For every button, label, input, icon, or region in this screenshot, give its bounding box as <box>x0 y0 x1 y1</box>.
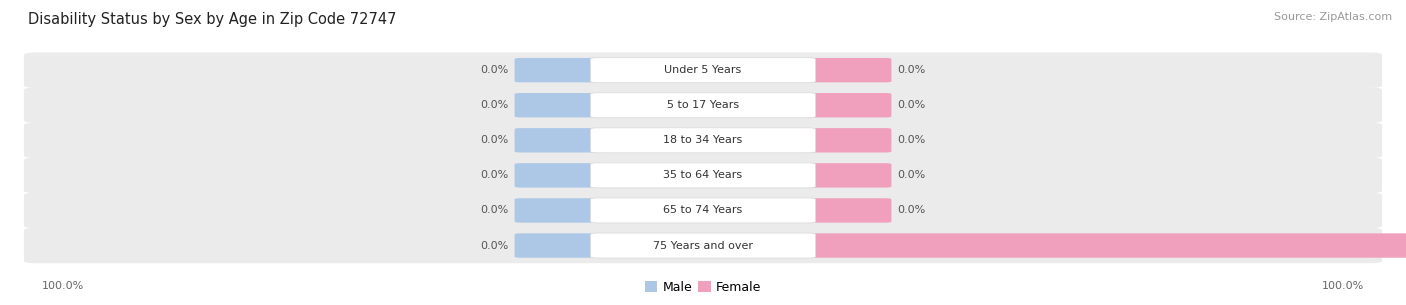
FancyBboxPatch shape <box>515 198 603 223</box>
Text: Source: ZipAtlas.com: Source: ZipAtlas.com <box>1274 12 1392 22</box>
FancyBboxPatch shape <box>515 93 603 117</box>
FancyBboxPatch shape <box>515 163 603 188</box>
FancyBboxPatch shape <box>591 128 815 153</box>
FancyBboxPatch shape <box>803 233 1406 258</box>
FancyBboxPatch shape <box>591 163 815 188</box>
FancyBboxPatch shape <box>24 123 1382 158</box>
FancyBboxPatch shape <box>803 93 891 117</box>
FancyBboxPatch shape <box>515 58 603 82</box>
FancyBboxPatch shape <box>24 228 1382 263</box>
FancyBboxPatch shape <box>24 193 1382 228</box>
FancyBboxPatch shape <box>591 233 815 258</box>
Text: 65 to 74 Years: 65 to 74 Years <box>664 206 742 215</box>
FancyBboxPatch shape <box>803 128 891 152</box>
FancyBboxPatch shape <box>803 163 891 188</box>
Text: Disability Status by Sex by Age in Zip Code 72747: Disability Status by Sex by Age in Zip C… <box>28 12 396 27</box>
Text: 0.0%: 0.0% <box>481 241 509 250</box>
Text: 0.0%: 0.0% <box>481 206 509 215</box>
FancyBboxPatch shape <box>803 198 891 223</box>
FancyBboxPatch shape <box>591 58 815 83</box>
Text: 0.0%: 0.0% <box>481 170 509 180</box>
Text: 18 to 34 Years: 18 to 34 Years <box>664 135 742 145</box>
Text: 0.0%: 0.0% <box>481 65 509 75</box>
Text: Under 5 Years: Under 5 Years <box>665 65 741 75</box>
Text: 100.0%: 100.0% <box>42 281 84 291</box>
FancyBboxPatch shape <box>515 128 603 152</box>
Text: 0.0%: 0.0% <box>481 100 509 110</box>
FancyBboxPatch shape <box>591 198 815 223</box>
Text: 0.0%: 0.0% <box>897 100 925 110</box>
FancyBboxPatch shape <box>24 158 1382 193</box>
Legend: Male, Female: Male, Female <box>640 276 766 299</box>
Text: 0.0%: 0.0% <box>897 135 925 145</box>
Text: 0.0%: 0.0% <box>897 206 925 215</box>
FancyBboxPatch shape <box>591 93 815 118</box>
FancyBboxPatch shape <box>24 88 1382 123</box>
Text: 35 to 64 Years: 35 to 64 Years <box>664 170 742 180</box>
Text: 0.0%: 0.0% <box>481 135 509 145</box>
Text: 100.0%: 100.0% <box>1322 281 1364 291</box>
Text: 0.0%: 0.0% <box>897 170 925 180</box>
Text: 5 to 17 Years: 5 to 17 Years <box>666 100 740 110</box>
FancyBboxPatch shape <box>515 233 603 258</box>
Text: 75 Years and over: 75 Years and over <box>652 241 754 250</box>
FancyBboxPatch shape <box>803 58 891 82</box>
Text: 0.0%: 0.0% <box>897 65 925 75</box>
FancyBboxPatch shape <box>24 52 1382 88</box>
